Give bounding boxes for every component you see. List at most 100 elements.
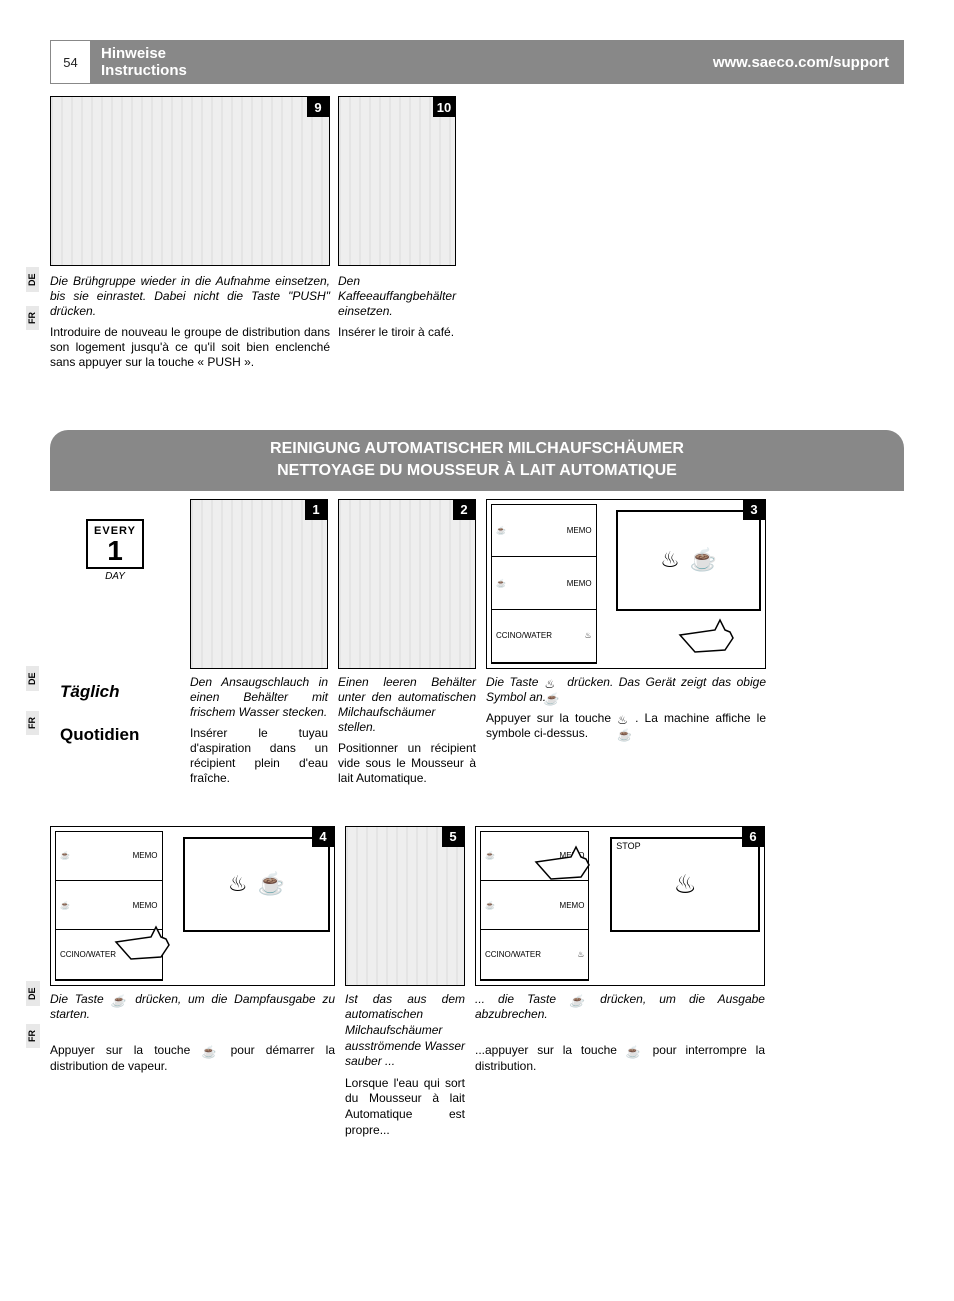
caption-1-fr: Insérer le tuyau d'aspiration dans un ré… <box>190 726 328 786</box>
caption-4-fr-a: Appuyer sur la touche <box>50 1043 201 1057</box>
caption-5: Ist das aus dem automatischen Milchaufsc… <box>345 992 465 1138</box>
caption-4-de: Die Taste ☕ drücken, um die Dampfausgabe… <box>50 992 335 1023</box>
panel-row-2: ☕ MEMO <box>56 881 162 930</box>
hotwater-icon: ☕ <box>258 871 285 897</box>
ccino-label: CCINO/WATER <box>60 950 116 959</box>
figure-6-number: 6 <box>742 827 764 847</box>
cup-memo-icon: ☕ <box>201 1045 219 1057</box>
memo-label: MEMO <box>560 901 585 910</box>
stop-label: STOP <box>616 841 640 851</box>
top-caption-row: DE FR Die Brühgruppe wieder in die Aufna… <box>50 274 904 370</box>
caption-6: ... die Taste ☕ drücken, um die Ausgabe … <box>475 992 765 1138</box>
figure-2-illustration <box>339 500 475 668</box>
figure-4-number: 4 <box>312 827 334 847</box>
caption-1: Den Ansaugschlauch in einen Behälter mit… <box>190 675 328 786</box>
panel-display: ♨ ☕ <box>183 837 330 932</box>
figure-6: ☕ MEMO ☕ MEMO CCINO/WATER ♨ STOP ♨ 6 <box>475 826 765 986</box>
caption-10-de: Den Kaffeeauffangbehälter einsetzen. <box>338 274 456 319</box>
cup-memo-icon: ☕ <box>110 994 128 1006</box>
caption-3-fr-a: Appuyer sur la touche <box>486 711 617 725</box>
memo-label: MEMO <box>567 526 592 535</box>
caption-2-de: Einen leeren Behälter unter den automati… <box>338 675 476 735</box>
frequency-label-de: Täglich <box>60 681 180 702</box>
ccino-label: CCINO/WATER <box>485 950 541 959</box>
steam-icon: ♨ <box>660 547 680 573</box>
steam-icon: ♨ <box>150 950 157 959</box>
page-header: 54 Hinweise Instructions www.saeco.com/s… <box>50 40 904 84</box>
caption-6-fr-a: ...appuyer sur la touche <box>475 1043 626 1057</box>
frequency-label-fr: Quotidien <box>60 724 180 745</box>
header-url: www.saeco.com/support <box>221 41 903 83</box>
frequency-box: EVERY 1 <box>86 519 144 569</box>
bottom-figure-row: ☕ MEMO ☕ MEMO CCINO/WATER ♨ ♨ ☕ 4 5 ☕ MEMO ☕… <box>50 826 904 986</box>
cup-memo-icon: ☕ <box>569 994 587 1006</box>
memo-label: MEMO <box>560 851 585 860</box>
steam-icon: ♨ <box>228 871 248 897</box>
cup-icon: ☕ <box>485 851 495 860</box>
cup-memo-icon: ☕ <box>626 1045 644 1057</box>
figure-3-number: 3 <box>743 500 765 520</box>
figure-5: 5 <box>345 826 465 986</box>
header-title-block: Hinweise Instructions <box>91 41 221 83</box>
panel-row-1: ☕ MEMO <box>481 832 588 881</box>
caption-6-de: ... die Taste ☕ drücken, um die Ausgabe … <box>475 992 765 1023</box>
figure-1-number: 1 <box>305 500 327 520</box>
bottom-caption-row: DE FR Die Taste ☕ drücken, um die Dampfa… <box>50 992 904 1138</box>
panel-row-3: CCINO/WATER ♨ <box>56 930 162 979</box>
mid-caption-row: DE FR Täglich Quotidien Den Ansaugschlau… <box>50 675 904 786</box>
caption-6-fr: ...appuyer sur la touche ☕ pour interrom… <box>475 1043 765 1074</box>
section-title-fr: NETTOYAGE DU MOUSSEUR À LAIT AUTOMATIQUE <box>60 460 894 482</box>
figure-3: ☕MEMO ☕MEMO CCINO/WATER♨ ♨ ☕ 3 <box>486 499 766 669</box>
page-number: 54 <box>51 41 91 83</box>
panel-row-2: ☕MEMO <box>492 557 596 610</box>
lang-fr-label: FR <box>26 306 39 330</box>
caption-4-fr: Appuyer sur la touche ☕ pour démarrer la… <box>50 1043 335 1074</box>
panel-display: STOP ♨ <box>610 837 760 932</box>
caption-9: DE FR Die Brühgruppe wieder in die Aufna… <box>50 274 330 370</box>
steam-icon: ♨ <box>577 950 584 959</box>
hotwater-icon: ☕ <box>690 547 717 573</box>
steam-hotwater-icon: ♨☕ <box>544 677 562 689</box>
memo-label: MEMO <box>133 901 158 910</box>
caption-2: Einen leeren Behälter unter den automati… <box>338 675 476 786</box>
frequency-column: EVERY 1 DAY <box>50 499 180 669</box>
panel-row-3: CCINO/WATER♨ <box>492 610 596 663</box>
cup-icon: ☕ <box>496 579 506 588</box>
panel-row-3: CCINO/WATER ♨ <box>481 930 588 979</box>
section-banner: REINIGUNG AUTOMATISCHER MILCHAUFSCHÄUMER… <box>50 430 904 491</box>
lang-de-label: DE <box>26 267 39 292</box>
figure-10: 10 <box>338 96 456 266</box>
caption-1-de: Den Ansaugschlauch in einen Behälter mit… <box>190 675 328 720</box>
panel-row-1: ☕ MEMO <box>56 832 162 881</box>
figure-5-number: 5 <box>442 827 464 847</box>
figure-4-panel: ☕ MEMO ☕ MEMO CCINO/WATER ♨ ♨ ☕ <box>51 827 334 985</box>
ccino-label: CCINO/WATER <box>496 631 552 640</box>
lang-fr-label: FR <box>26 711 39 735</box>
lang-de-label: DE <box>26 981 40 1006</box>
caption-6-de-a: ... die Taste <box>475 992 569 1006</box>
caption-3-de: Die Taste ♨☕ drücken. Das Gerät zeigt da… <box>486 675 766 705</box>
caption-9-fr: Introduire de nouveau le groupe de distr… <box>50 325 330 370</box>
panel-buttons-left: ☕ MEMO ☕ MEMO CCINO/WATER ♨ <box>480 831 589 981</box>
figure-3-panel: ☕MEMO ☕MEMO CCINO/WATER♨ ♨ ☕ <box>487 500 765 668</box>
caption-2-fr: Positionner un récipient vide sous le Mo… <box>338 741 476 786</box>
panel-buttons-left: ☕ MEMO ☕ MEMO CCINO/WATER ♨ <box>55 831 163 981</box>
cup-icon: ☕ <box>60 851 70 860</box>
frequency-day: DAY <box>105 571 125 582</box>
memo-label: MEMO <box>133 851 158 860</box>
panel-row-1: ☕MEMO <box>492 505 596 558</box>
caption-4: DE FR Die Taste ☕ drücken, um die Dampfa… <box>50 992 335 1138</box>
caption-9-de: Die Brühgruppe wieder in die Aufnahme ei… <box>50 274 330 319</box>
figure-9: 9 <box>50 96 330 266</box>
cup-icon: ☕ <box>60 901 70 910</box>
caption-10: Den Kaffeeauffangbehälter einsetzen. Ins… <box>338 274 456 370</box>
figure-6-panel: ☕ MEMO ☕ MEMO CCINO/WATER ♨ STOP ♨ <box>476 827 764 985</box>
panel-buttons-left: ☕MEMO ☕MEMO CCINO/WATER♨ <box>491 504 597 664</box>
steam-icon: ♨ <box>673 869 696 900</box>
figure-4: ☕ MEMO ☕ MEMO CCINO/WATER ♨ ♨ ☕ 4 <box>50 826 335 986</box>
figure-2-number: 2 <box>453 500 475 520</box>
steam-hotwater-icon: ♨☕ <box>617 713 635 725</box>
figure-5-illustration <box>346 827 464 985</box>
figure-9-number: 9 <box>307 97 329 117</box>
caption-5-fr: Lorsque l'eau qui sort du Mousseur à lai… <box>345 1076 465 1138</box>
